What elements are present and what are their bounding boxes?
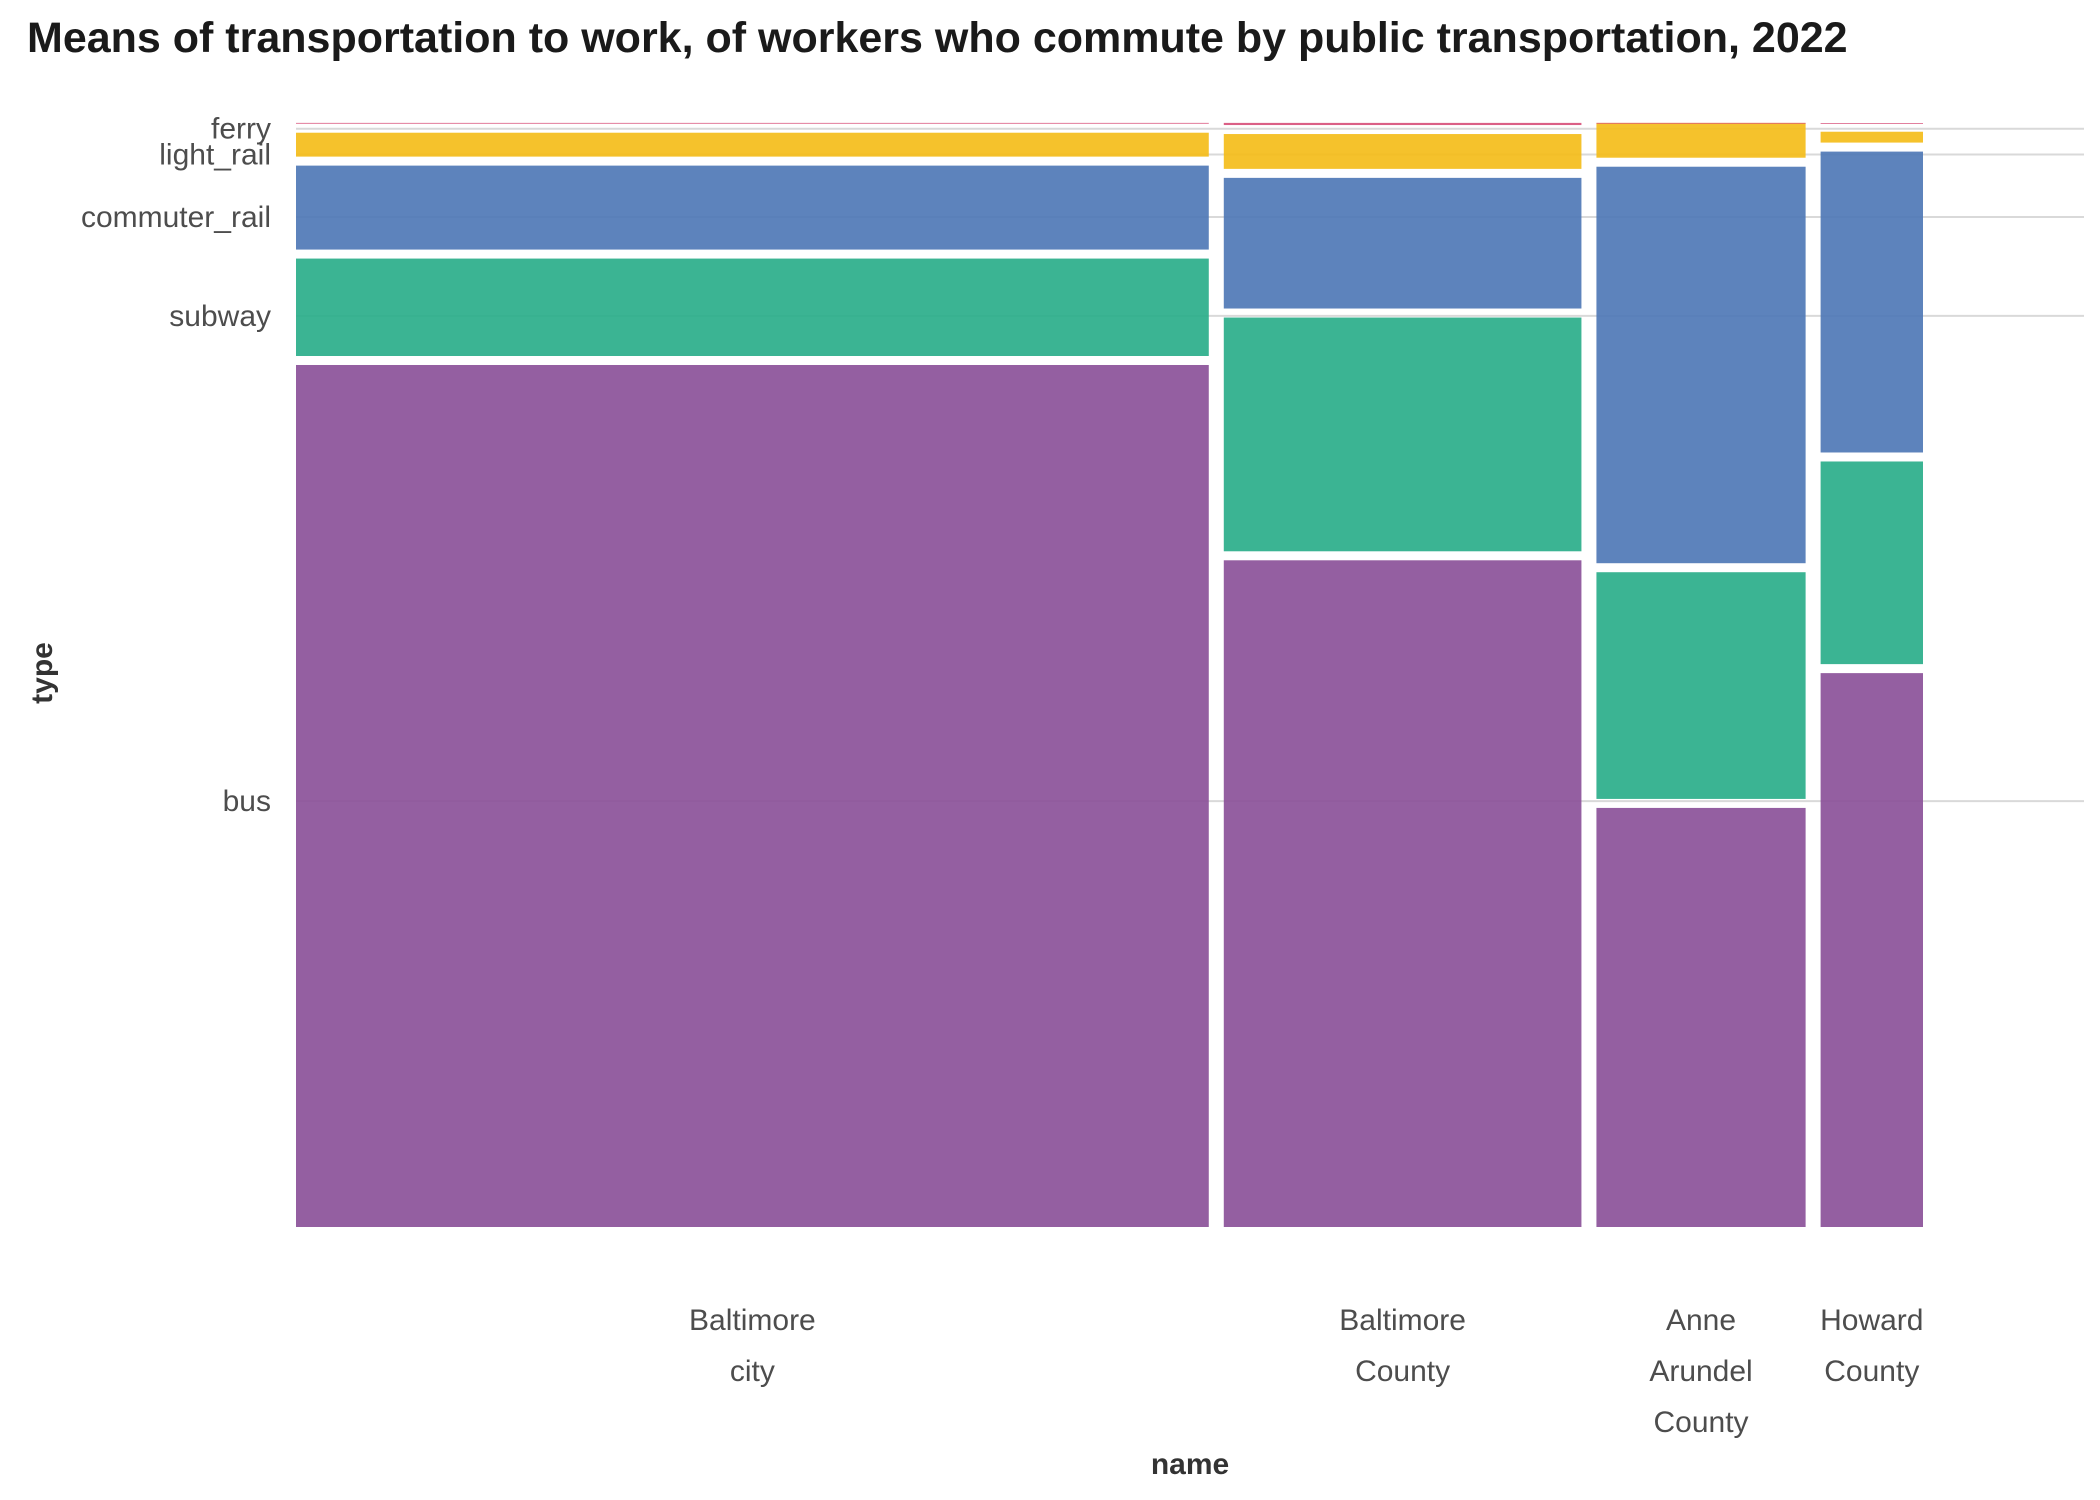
x-tick-howard-county: Howard County bbox=[1820, 1304, 1923, 1388]
tile-subway-baltimore-city bbox=[296, 259, 1209, 356]
tile-commuter_rail-baltimore-city bbox=[296, 166, 1209, 250]
tile-ferry-baltimore-county bbox=[1224, 123, 1582, 125]
tile-bus-anne-arundel-county bbox=[1596, 808, 1805, 1227]
tile-subway-baltimore-county bbox=[1224, 318, 1582, 552]
tile-subway-howard-county bbox=[1821, 461, 1923, 664]
tile-bus-baltimore-city bbox=[296, 365, 1209, 1227]
tile-ferry-anne-arundel-county bbox=[1596, 123, 1805, 124]
tile-light_rail-anne-arundel-county bbox=[1596, 123, 1805, 158]
tile-light_rail-baltimore-county bbox=[1224, 134, 1582, 169]
x-tick-anne-arundel-county: Anne Arundel County bbox=[1649, 1304, 1752, 1439]
y-tick-subway: subway bbox=[169, 300, 271, 333]
y-tick-bus: bus bbox=[223, 785, 271, 818]
tile-ferry-howard-county bbox=[1821, 123, 1923, 124]
x-tick-baltimore-city: Baltimore city bbox=[689, 1304, 816, 1388]
x-tick-baltimore-county: Baltimore County bbox=[1339, 1304, 1466, 1388]
tile-ferry-baltimore-city bbox=[296, 123, 1209, 124]
y-tick-commuter_rail: commuter_rail bbox=[81, 201, 271, 234]
tile-subway-anne-arundel-county bbox=[1596, 572, 1805, 799]
tile-commuter_rail-baltimore-county bbox=[1224, 178, 1582, 309]
x-axis-title: name bbox=[1151, 1448, 1229, 1481]
tile-commuter_rail-howard-county bbox=[1821, 152, 1923, 453]
tile-light_rail-howard-county bbox=[1821, 132, 1923, 143]
tile-commuter_rail-anne-arundel-county bbox=[1596, 167, 1805, 563]
y-tick-ferry: ferry bbox=[211, 113, 271, 146]
tile-bus-baltimore-county bbox=[1224, 560, 1582, 1227]
tile-light_rail-baltimore-city bbox=[296, 133, 1209, 157]
y-axis-title: type bbox=[26, 642, 59, 704]
mosaic-tiles bbox=[296, 123, 1923, 1227]
tile-bus-howard-county bbox=[1821, 673, 1923, 1227]
x-axis-ticks: Baltimore city Baltimore County Anne Arundel C… bbox=[689, 1304, 1923, 1439]
